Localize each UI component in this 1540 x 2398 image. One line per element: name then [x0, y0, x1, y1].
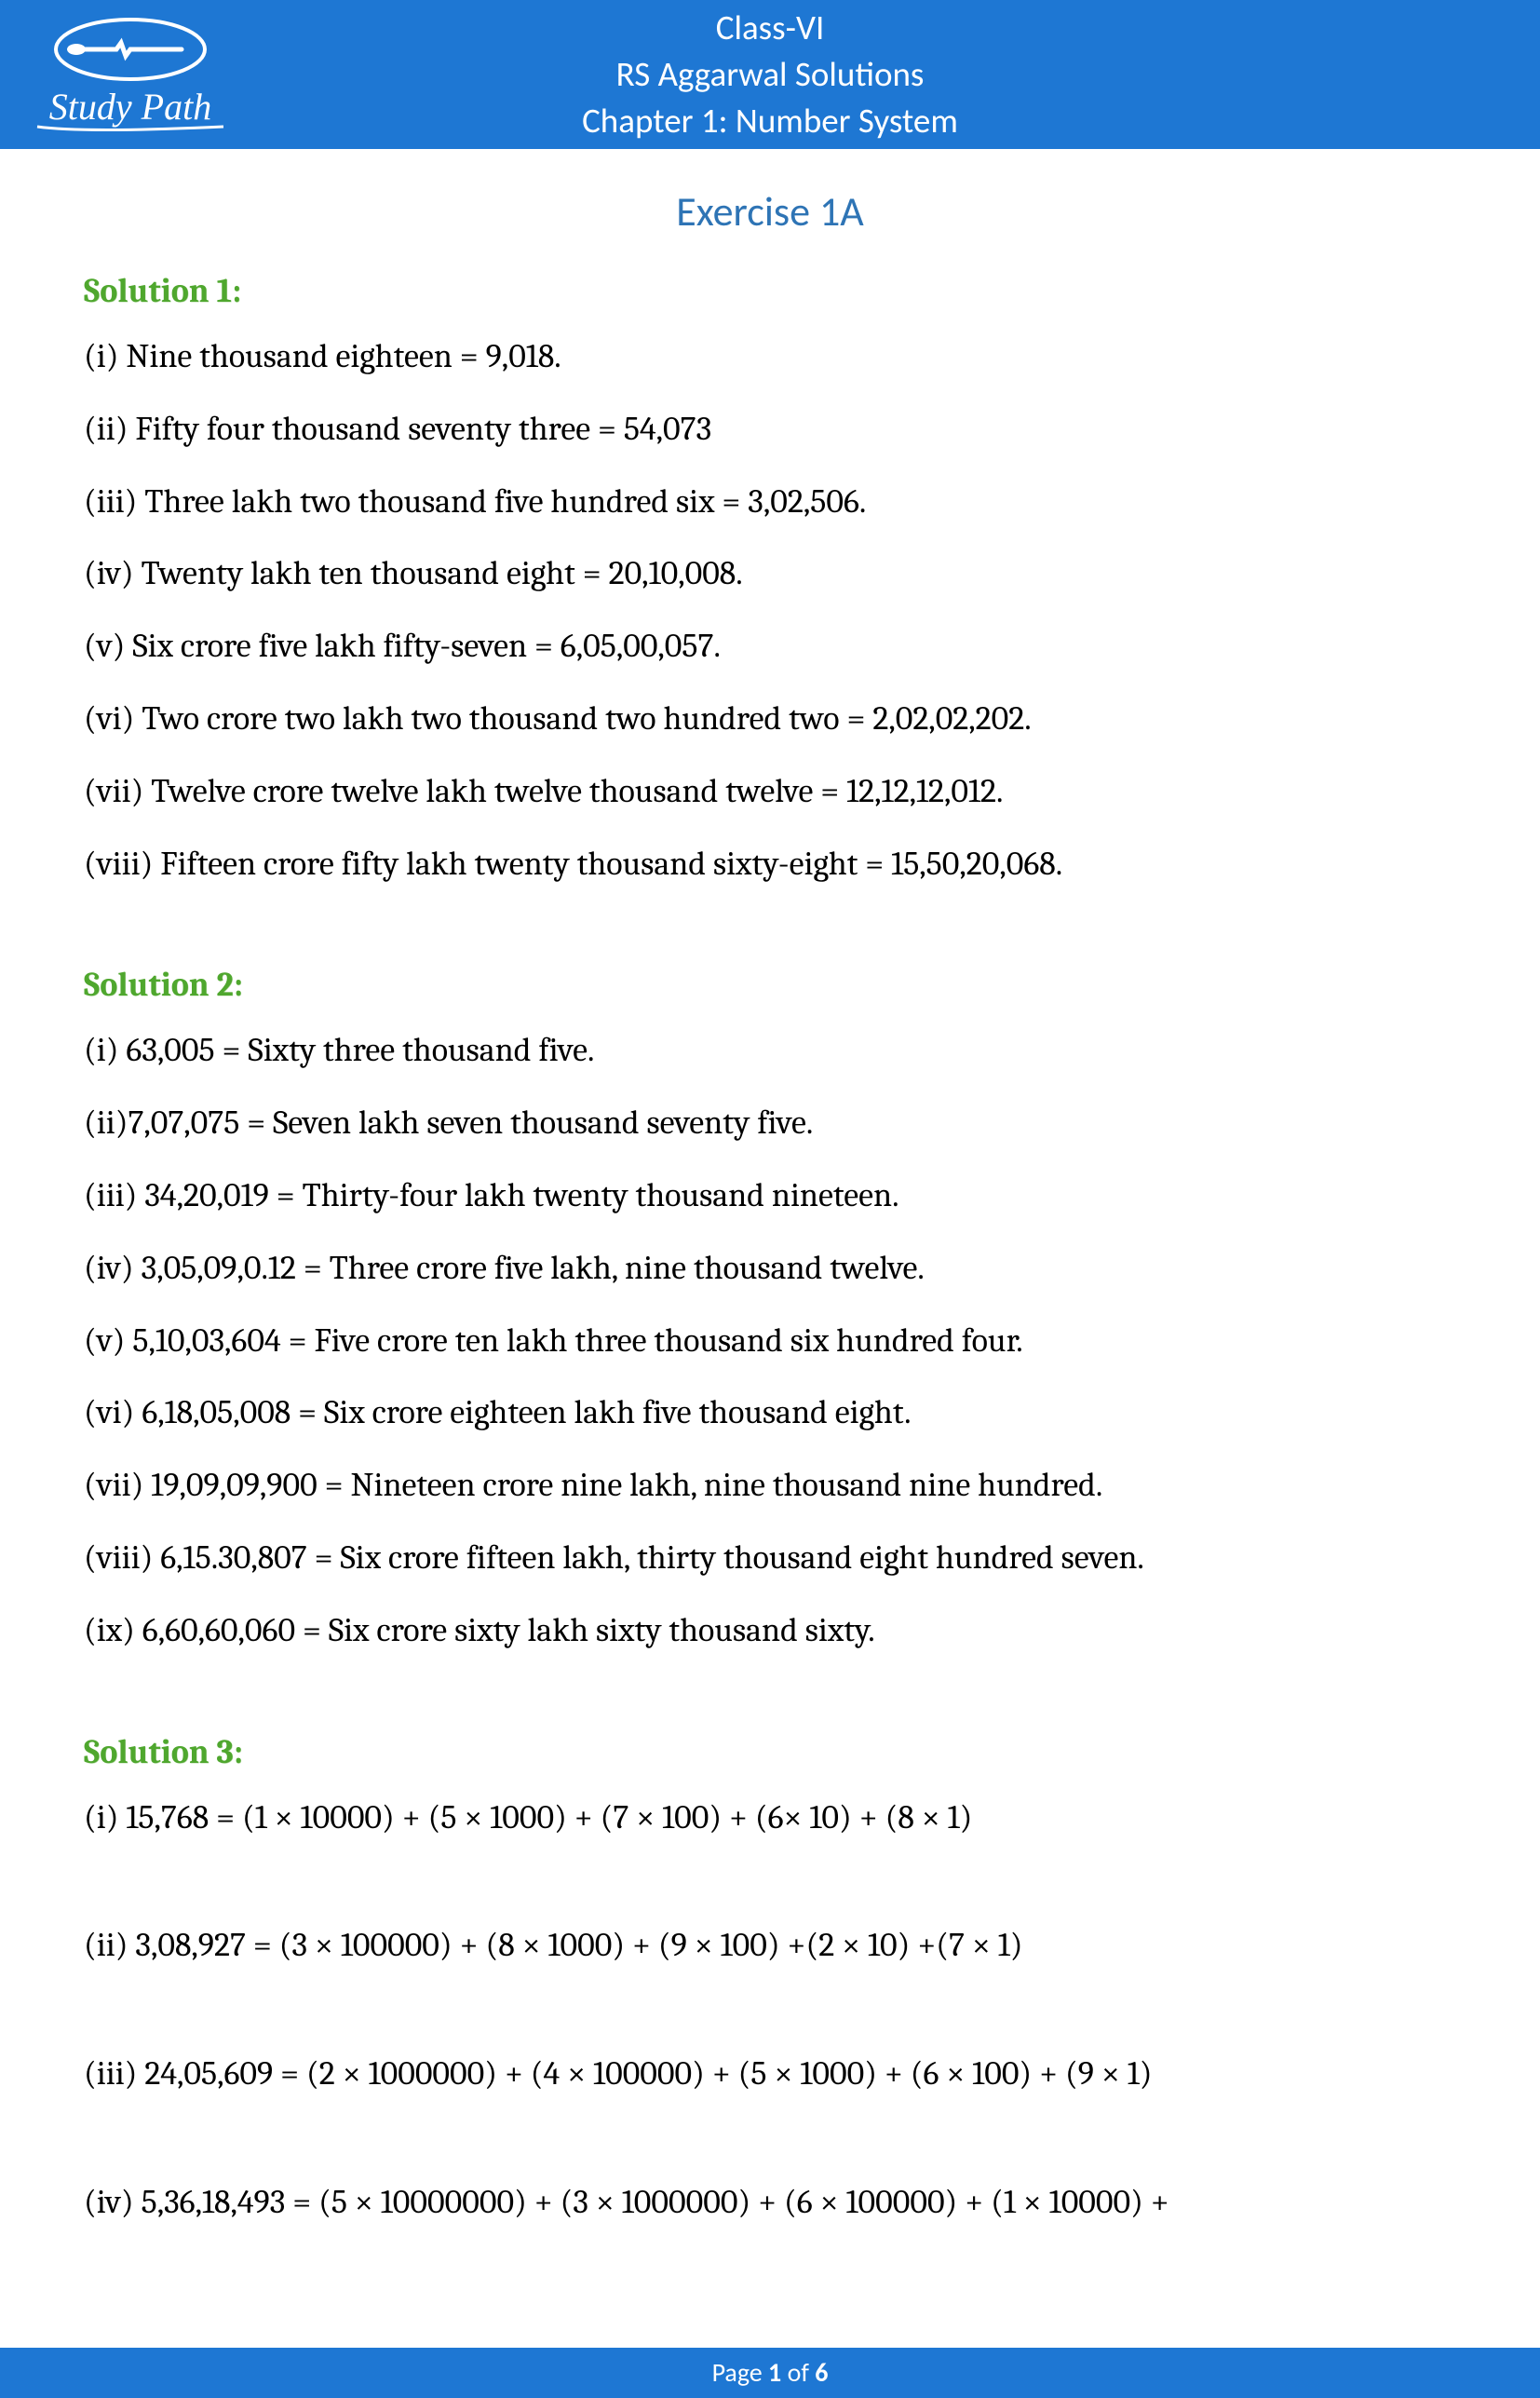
exercise-title: Exercise 1A	[84, 186, 1456, 237]
header-titles: Class-VI RS Aggarwal Solutions Chapter 1…	[37, 5, 1503, 144]
solution-1-item: (ii) Fifty four thousand seventy three =…	[84, 403, 1456, 455]
solution-1-item: (vi) Two crore two lakh two thousand two…	[84, 693, 1456, 745]
solution-2-item: (iii) 34,20,019 = Thirty-four lakh twent…	[84, 1170, 1456, 1222]
spacer	[84, 1992, 1456, 2048]
solution-1-item: (i) Nine thousand eighteen = 9,018.	[84, 331, 1456, 383]
solution-1-item: (iii) Three lakh two thousand five hundr…	[84, 476, 1456, 528]
page-content: Exercise 1A Solution 1: (i) Nine thousan…	[0, 149, 1540, 2398]
solution-3-item: (ii) 3,08,927 = (3 × 100000) + (8 × 1000…	[84, 1919, 1456, 1971]
solution-2-item: (v) 5,10,03,604 = Five crore ten lakh th…	[84, 1315, 1456, 1367]
footer-prefix: Page	[712, 2356, 768, 2389]
solution-3-item: (iii) 24,05,609 = (2 × 1000000) + (4 × 1…	[84, 2048, 1456, 2100]
svg-text:Study Path: Study Path	[49, 86, 211, 128]
solution-2-heading: Solution 2:	[84, 966, 1456, 1004]
solution-2-item: (i) 63,005 = Sixty three thousand five.	[84, 1024, 1456, 1077]
spacer	[84, 910, 1456, 956]
page-footer: Page 1 of 6	[0, 2348, 1540, 2398]
solution-3-heading: Solution 3:	[84, 1733, 1456, 1771]
page-header: Study Path Class-VI RS Aggarwal Solution…	[0, 0, 1540, 149]
solution-1-item: (viii) Fifteen crore fifty lakh twenty t…	[84, 838, 1456, 890]
footer-middle: of	[781, 2356, 815, 2389]
solution-3-item: (iv) 5,36,18,493 = (5 × 10000000) + (3 ×…	[84, 2176, 1456, 2229]
header-chapter: Chapter 1: Number System	[37, 98, 1503, 144]
header-book: RS Aggarwal Solutions	[37, 51, 1503, 98]
solution-2-item: (vii) 19,09,09,900 = Nineteen crore nine…	[84, 1459, 1456, 1511]
solution-1-heading: Solution 1:	[84, 272, 1456, 310]
spacer	[84, 2120, 1456, 2176]
solution-2-item: (vi) 6,18,05,008 = Six crore eighteen la…	[84, 1387, 1456, 1439]
spacer	[84, 1863, 1456, 1919]
header-class: Class-VI	[37, 5, 1503, 51]
solution-2-item: (ii)7,07,075 = Seven lakh seven thousand…	[84, 1097, 1456, 1149]
solution-2-item: (iv) 3,05,09,0.12 = Three crore five lak…	[84, 1242, 1456, 1294]
solution-1-item: (vii) Twelve crore twelve lakh twelve th…	[84, 765, 1456, 818]
solution-1-item: (iv) Twenty lakh ten thousand eight = 20…	[84, 548, 1456, 600]
study-path-logo: Study Path	[28, 7, 233, 138]
footer-page-current: 1	[768, 2356, 781, 2389]
footer-page-total: 6	[815, 2356, 828, 2389]
solution-2-item: (ix) 6,60,60,060 = Six crore sixty lakh …	[84, 1605, 1456, 1657]
spacer	[84, 1677, 1456, 1724]
solution-2-item: (viii) 6,15.30,807 = Six crore fifteen l…	[84, 1532, 1456, 1584]
solution-1-item: (v) Six crore five lakh fifty-seven = 6,…	[84, 620, 1456, 672]
page-container: Study Path Class-VI RS Aggarwal Solution…	[0, 0, 1540, 2398]
solution-3-item: (i) 15,768 = (1 × 10000) + (5 × 1000) + …	[84, 1792, 1456, 1844]
